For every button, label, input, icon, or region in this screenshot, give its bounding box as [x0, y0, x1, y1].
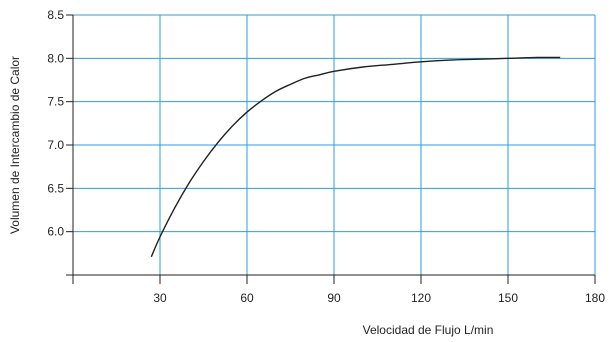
x-tick-label-180: 180: [585, 291, 605, 305]
x-tick-label-120: 120: [411, 291, 431, 305]
x-axis-label: Velocidad de Flujo L/min: [363, 323, 494, 337]
x-tick-label-90: 90: [327, 291, 341, 305]
y-axis-label: Volumen de Intercambio de Calor: [8, 56, 22, 234]
series-line-0: [150, 56, 561, 258]
y-tick-label-7.0: 7.0: [47, 138, 64, 152]
x-tick-labels: 30 60 90 120 150 180: [153, 291, 605, 305]
x-tick-label-60: 60: [240, 291, 254, 305]
y-tick-label-8.0: 8.0: [47, 51, 64, 65]
y-tick-label-6.0: 6.0: [47, 225, 64, 239]
grid: [73, 14, 596, 275]
y-tick-label-8.5: 8.5: [47, 8, 64, 22]
y-tick-label-7.5: 7.5: [47, 95, 64, 109]
x-tick-label-150: 150: [498, 291, 518, 305]
y-tick-label-6.5: 6.5: [47, 181, 64, 195]
series-lines: [150, 56, 561, 258]
x-tick-label-30: 30: [153, 291, 167, 305]
axes: [66, 14, 596, 284]
y-tick-labels: 6.0 6.5 7.0 7.5 8.0 8.5: [47, 8, 64, 239]
